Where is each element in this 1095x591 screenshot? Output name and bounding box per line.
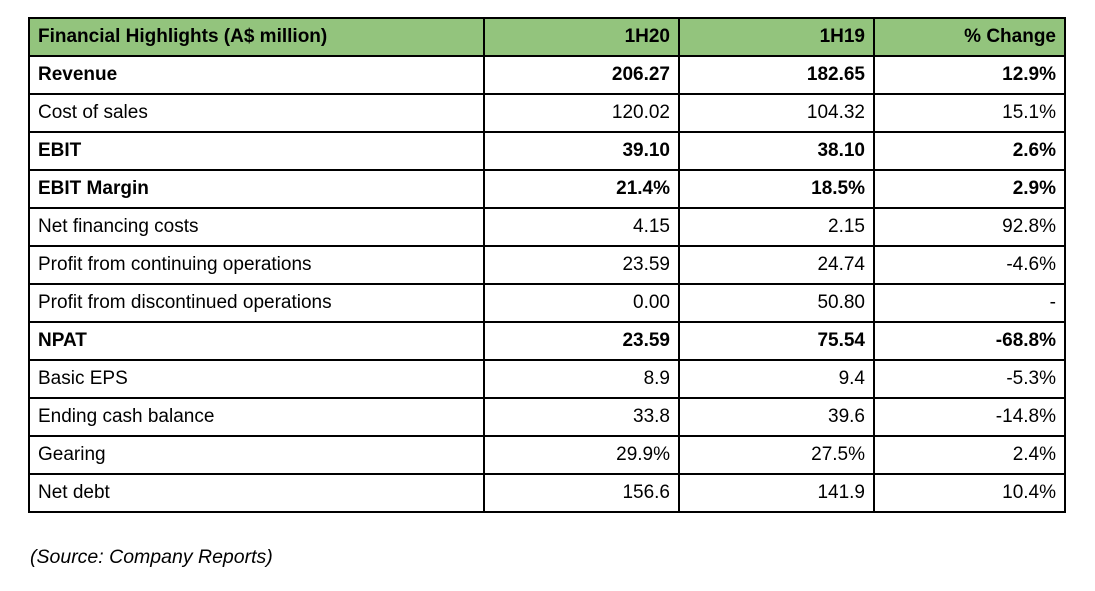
table-row: EBIT 39.10 38.10 2.6%	[28, 131, 1066, 171]
row-label: Gearing	[28, 435, 485, 475]
table-row: Net debt 156.6 141.9 10.4%	[28, 473, 1066, 513]
source-note: (Source: Company Reports)	[30, 546, 273, 568]
row-value-1h19: 182.65	[678, 55, 875, 95]
row-value-1h20: 206.27	[483, 55, 680, 95]
table-row: Gearing 29.9% 27.5% 2.4%	[28, 435, 1066, 475]
row-value-1h19: 2.15	[678, 207, 875, 247]
row-label: NPAT	[28, 321, 485, 361]
table-body: Revenue 206.27 182.65 12.9% Cost of sale…	[28, 55, 1066, 513]
row-value-change: 2.6%	[873, 131, 1066, 171]
row-value-change: 15.1%	[873, 93, 1066, 133]
table-row: Cost of sales 120.02 104.32 15.1%	[28, 93, 1066, 133]
row-label: EBIT	[28, 131, 485, 171]
row-value-1h20: 29.9%	[483, 435, 680, 475]
row-value-1h19: 50.80	[678, 283, 875, 323]
row-value-1h19: 27.5%	[678, 435, 875, 475]
row-value-change: -68.8%	[873, 321, 1066, 361]
table-row: Profit from discontinued operations 0.00…	[28, 283, 1066, 323]
row-value-change: 92.8%	[873, 207, 1066, 247]
header-cell-title: Financial Highlights (A$ million)	[28, 17, 485, 57]
table-row: NPAT 23.59 75.54 -68.8%	[28, 321, 1066, 361]
row-value-1h19: 9.4	[678, 359, 875, 399]
row-value-1h19: 141.9	[678, 473, 875, 513]
row-label: EBIT Margin	[28, 169, 485, 209]
row-value-change: -14.8%	[873, 397, 1066, 437]
row-value-1h20: 4.15	[483, 207, 680, 247]
row-value-1h20: 21.4%	[483, 169, 680, 209]
row-label: Profit from discontinued operations	[28, 283, 485, 323]
row-value-1h19: 104.32	[678, 93, 875, 133]
row-value-1h20: 23.59	[483, 321, 680, 361]
row-label: Cost of sales	[28, 93, 485, 133]
header-cell-1h19: 1H19	[678, 17, 875, 57]
row-label: Basic EPS	[28, 359, 485, 399]
table-row: EBIT Margin 21.4% 18.5% 2.9%	[28, 169, 1066, 209]
row-label: Ending cash balance	[28, 397, 485, 437]
table-row: Basic EPS 8.9 9.4 -5.3%	[28, 359, 1066, 399]
row-label: Profit from continuing operations	[28, 245, 485, 285]
row-value-1h20: 120.02	[483, 93, 680, 133]
row-value-change: 12.9%	[873, 55, 1066, 95]
row-value-change: 2.9%	[873, 169, 1066, 209]
row-value-change: -4.6%	[873, 245, 1066, 285]
row-value-change: -	[873, 283, 1066, 323]
row-value-1h20: 39.10	[483, 131, 680, 171]
table-row: Revenue 206.27 182.65 12.9%	[28, 55, 1066, 95]
row-label: Net financing costs	[28, 207, 485, 247]
row-value-1h20: 156.6	[483, 473, 680, 513]
row-label: Revenue	[28, 55, 485, 95]
table-header-row: Financial Highlights (A$ million) 1H20 1…	[28, 17, 1066, 57]
row-value-1h20: 0.00	[483, 283, 680, 323]
row-value-1h19: 75.54	[678, 321, 875, 361]
header-cell-change: % Change	[873, 17, 1066, 57]
row-value-1h19: 18.5%	[678, 169, 875, 209]
row-value-1h19: 38.10	[678, 131, 875, 171]
row-value-change: -5.3%	[873, 359, 1066, 399]
row-value-1h19: 24.74	[678, 245, 875, 285]
table-header: Financial Highlights (A$ million) 1H20 1…	[28, 17, 1066, 57]
row-value-change: 2.4%	[873, 435, 1066, 475]
row-value-change: 10.4%	[873, 473, 1066, 513]
table-row: Profit from continuing operations 23.59 …	[28, 245, 1066, 285]
row-value-1h20: 33.8	[483, 397, 680, 437]
financial-highlights-table: Financial Highlights (A$ million) 1H20 1…	[28, 17, 1066, 513]
header-cell-1h20: 1H20	[483, 17, 680, 57]
row-value-1h20: 8.9	[483, 359, 680, 399]
table-row: Net financing costs 4.15 2.15 92.8%	[28, 207, 1066, 247]
row-label: Net debt	[28, 473, 485, 513]
row-value-1h19: 39.6	[678, 397, 875, 437]
table-row: Ending cash balance 33.8 39.6 -14.8%	[28, 397, 1066, 437]
row-value-1h20: 23.59	[483, 245, 680, 285]
